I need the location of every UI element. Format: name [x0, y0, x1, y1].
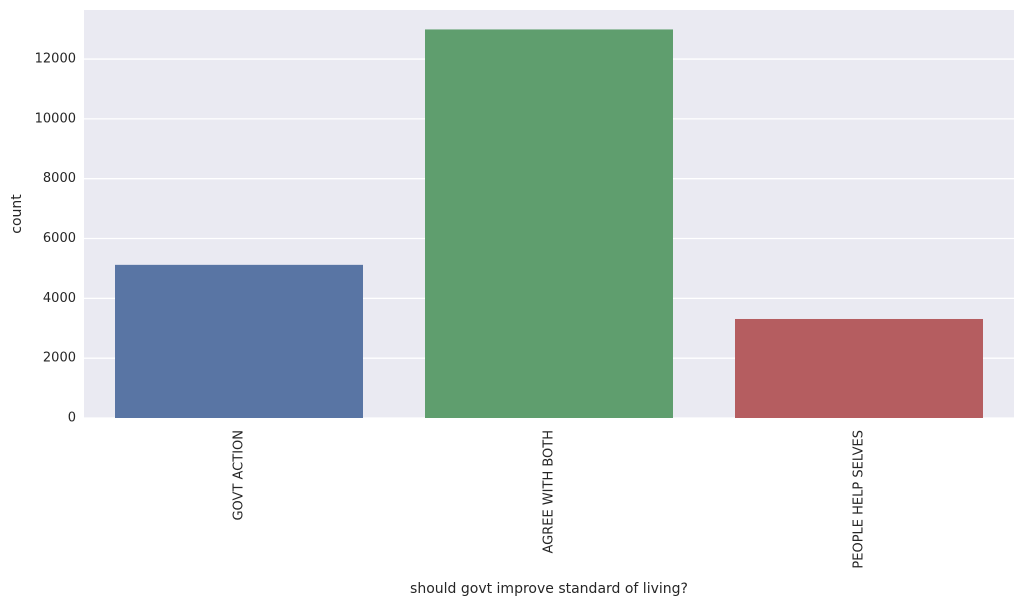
y-tick-label: 8000: [43, 171, 76, 186]
bar: [735, 318, 983, 418]
x-tick-label: GOVT ACTION: [232, 430, 247, 521]
bars: [115, 29, 983, 419]
y-tick-label: 10000: [35, 111, 76, 126]
x-tick-label: PEOPLE HELP SELVES: [852, 430, 867, 569]
y-tick-labels: 0 2000 4000 6000 8000 10000 12000: [35, 52, 76, 426]
y-axis-label: count: [9, 194, 25, 234]
bar: [115, 264, 363, 418]
y-tick-label: 2000: [43, 351, 76, 366]
x-axis-label: should govt improve standard of living?: [410, 581, 688, 597]
bar: [425, 29, 673, 419]
y-tick-label: 4000: [43, 291, 76, 306]
y-tick-label: 12000: [35, 52, 76, 67]
x-tick-label: AGREE WITH BOTH: [542, 430, 557, 554]
y-tick-label: 6000: [43, 231, 76, 246]
y-tick-label: 0: [68, 411, 76, 426]
x-tick-labels: GOVT ACTION AGREE WITH BOTH PEOPLE HELP SE…: [232, 430, 867, 569]
